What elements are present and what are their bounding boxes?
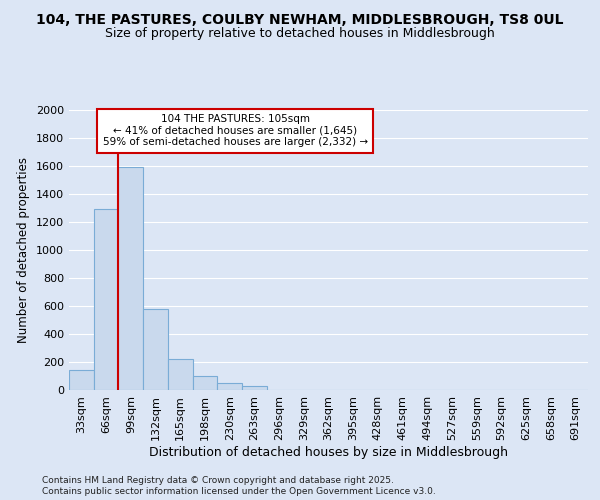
Text: Contains HM Land Registry data © Crown copyright and database right 2025.: Contains HM Land Registry data © Crown c… <box>42 476 394 485</box>
Text: Size of property relative to detached houses in Middlesbrough: Size of property relative to detached ho… <box>105 28 495 40</box>
Bar <box>217 383 242 390</box>
Bar <box>94 208 118 390</box>
Bar <box>69 370 94 390</box>
Text: Contains public sector information licensed under the Open Government Licence v3: Contains public sector information licen… <box>42 488 436 496</box>
Bar <box>242 386 267 390</box>
Text: 104, THE PASTURES, COULBY NEWHAM, MIDDLESBROUGH, TS8 0UL: 104, THE PASTURES, COULBY NEWHAM, MIDDLE… <box>36 12 564 26</box>
Bar <box>168 359 193 390</box>
Bar <box>118 168 143 390</box>
Text: 104 THE PASTURES: 105sqm
← 41% of detached houses are smaller (1,645)
59% of sem: 104 THE PASTURES: 105sqm ← 41% of detach… <box>103 114 368 148</box>
X-axis label: Distribution of detached houses by size in Middlesbrough: Distribution of detached houses by size … <box>149 446 508 458</box>
Bar <box>143 309 168 390</box>
Bar <box>193 376 217 390</box>
Y-axis label: Number of detached properties: Number of detached properties <box>17 157 31 343</box>
